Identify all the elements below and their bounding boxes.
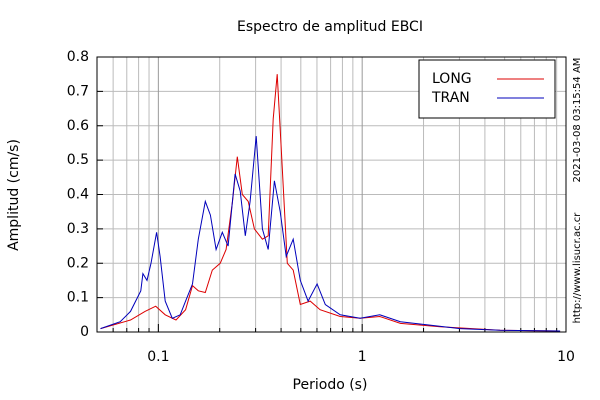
x-tick-label: 1 [358,349,367,365]
y-tick-label: 0.5 [67,152,89,168]
y-tick-label: 0.6 [67,118,89,134]
y-tick-label: 0.7 [67,83,89,99]
y-tick-label: 0.2 [67,255,89,271]
plot-frame [96,56,567,333]
legend-box [418,59,556,119]
series-line [100,136,561,332]
timestamp: 2021-03-08 03:15:54 AM [572,58,583,183]
x-tick-label: 0.1 [147,349,169,365]
legend-label: TRAN [431,90,470,106]
series-line [100,74,561,332]
x-axis-label: Periodo (s) [293,377,368,393]
chart-title: Espectro de amplitud EBCI [237,19,423,35]
x-tick-label: 10 [557,349,575,365]
y-tick-label: 0.8 [67,49,89,65]
y-tick-label: 0.1 [67,290,89,306]
source-url: http://www.lisucr.ac.cr [572,212,583,324]
y-tick-label: 0 [80,324,89,340]
legend-label: LONG [432,71,472,87]
y-tick-label: 0.3 [67,221,89,237]
y-tick-label: 0.4 [67,187,89,203]
y-axis-label: Amplitud (cm/s) [6,139,22,251]
